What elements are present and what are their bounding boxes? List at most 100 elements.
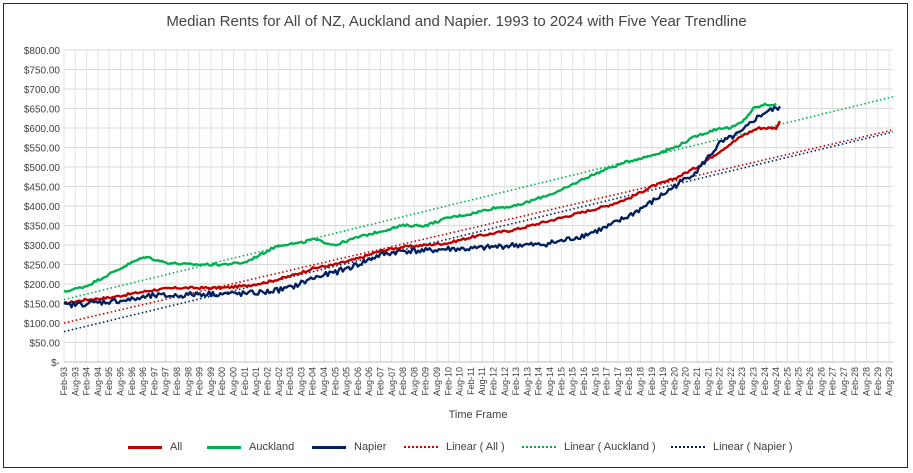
x-tick-label: Feb-04 [308, 367, 318, 396]
x-tick-label: Aug-93 [70, 367, 80, 396]
x-tick-label: Feb-95 [104, 367, 114, 396]
x-tick-label: Feb-10 [443, 367, 453, 396]
x-tick-label: Aug-08 [409, 367, 419, 396]
x-tick-label: Feb-27 [828, 367, 838, 396]
x-tick-label: Aug-99 [206, 367, 216, 396]
x-tick-label: Feb-20 [669, 367, 679, 396]
chart-title: Median Rents for All of NZ, Auckland and… [166, 13, 747, 30]
chart-frame [3, 3, 908, 468]
x-tick-label: Feb-24 [760, 367, 770, 396]
x-tick-label: Feb-21 [692, 367, 702, 396]
y-axis: $800.00 $750.00 $700.00 $650.00 $600.00 $550.… [24, 46, 61, 369]
x-tick-label: Feb-05 [330, 367, 340, 396]
y-tick-label: $500.00 [24, 163, 61, 174]
series-lines [63, 96, 894, 333]
gridlines [63, 49, 893, 363]
legend-item-auckland: Auckland [207, 441, 294, 453]
x-tick-label: Aug-09 [432, 367, 442, 396]
x-tick-label: Feb-07 [375, 367, 385, 396]
x-tick-label: Feb-06 [353, 367, 363, 396]
x-tick-label: Aug-96 [138, 367, 148, 396]
x-tick-label: Aug-17 [613, 367, 623, 396]
legend-swatch [207, 445, 241, 449]
x-tick-label: Feb-23 [737, 367, 747, 396]
x-tick-label: Feb-18 [624, 367, 634, 396]
x-tick-label: Aug-03 [296, 367, 306, 396]
legend-label: Linear ( Napier ) [713, 441, 793, 453]
x-tick-label: Feb-13 [511, 367, 521, 396]
x-tick-label: Feb-17 [602, 367, 612, 396]
y-tick-label: $600.00 [24, 124, 61, 135]
x-tick-label: Aug-10 [455, 367, 465, 396]
x-tick-label: Aug-05 [342, 367, 352, 396]
legend-item-all: All [128, 441, 182, 453]
x-tick-label: Feb-02 [262, 367, 272, 396]
y-tick-label: $450.00 [24, 183, 61, 194]
legend-item-napier: Napier [312, 441, 386, 453]
x-tick-label: Feb-26 [805, 367, 815, 396]
x-tick-label: Feb-01 [240, 367, 250, 396]
x-tick-label: Feb-22 [715, 367, 725, 396]
y-tick-label: $250.00 [24, 261, 61, 272]
y-tick-label: $- [51, 358, 60, 369]
x-tick-label: Aug-02 [274, 367, 284, 396]
y-tick-label: $300.00 [24, 241, 61, 252]
legend-label: Linear ( Auckland ) [564, 441, 656, 453]
x-tick-label: Aug-16 [590, 367, 600, 396]
legend-label: All [170, 441, 183, 453]
x-tick-label: Aug-14 [545, 367, 555, 396]
x-tick-label: Feb-12 [489, 367, 499, 396]
x-tick-label: Aug-29 [884, 367, 894, 396]
y-tick-label: $650.00 [24, 105, 61, 116]
legend-swatch [522, 446, 556, 449]
series-line-linear-all [63, 129, 894, 324]
x-tick-label: Aug-25 [794, 367, 804, 396]
x-tick-label: Aug-98 [183, 367, 193, 396]
y-tick-label: $100.00 [24, 319, 61, 330]
x-tick-label: Aug-07 [387, 367, 397, 396]
x-tick-label: Feb-98 [172, 367, 182, 396]
x-tick-label: Aug-19 [658, 367, 668, 396]
y-tick-label: $400.00 [24, 202, 61, 213]
x-tick-label: Feb-14 [534, 367, 544, 396]
x-tick-label: Aug-21 [703, 367, 713, 396]
y-tick-label: $700.00 [24, 85, 61, 96]
y-tick-label: $550.00 [24, 144, 61, 155]
x-tick-label: Aug-13 [522, 367, 532, 396]
y-tick-label: $800.00 [24, 46, 61, 57]
x-tick-label: Feb-15 [556, 367, 566, 396]
x-tick-label: Aug-97 [161, 367, 171, 396]
legend-swatch [671, 446, 705, 449]
x-tick-label: Aug-01 [251, 367, 261, 396]
x-tick-label: Feb-29 [873, 367, 883, 396]
x-tick-label: Feb-16 [579, 367, 589, 396]
legend-item-linear-auckland: Linear ( Auckland ) [522, 441, 656, 453]
x-tick-label: Feb-99 [195, 367, 205, 396]
x-tick-label: Feb-19 [647, 367, 657, 396]
x-tick-label: Feb-03 [285, 367, 295, 396]
series-line-napier [63, 105, 781, 309]
legend-item-linear-napier: Linear ( Napier ) [671, 441, 792, 453]
x-tick-label: Aug-20 [681, 367, 691, 396]
x-tick-label: Feb-97 [149, 367, 159, 396]
series-line-auckland [63, 102, 777, 293]
x-tick-label: Aug-04 [319, 367, 329, 396]
x-tick-label: Aug-24 [771, 367, 781, 396]
x-tick-label: Feb-08 [398, 367, 408, 396]
series-line-all [63, 120, 781, 306]
legend-label: Napier [354, 441, 387, 453]
y-tick-label: $750.00 [24, 66, 61, 77]
legend: All Auckland Napier Linear ( All ) Linea… [0, 441, 913, 457]
legend-label: Auckland [249, 441, 295, 453]
x-tick-label: Feb-28 [850, 367, 860, 396]
legend-swatch [128, 445, 162, 449]
y-tick-label: $350.00 [24, 222, 61, 233]
x-tick-label: Aug-28 [862, 367, 872, 396]
x-axis: Feb-93 Aug-93 Feb-94 Aug-94 Feb-95 Aug-95 Feb-… [59, 361, 894, 396]
x-tick-label: Aug-12 [500, 367, 510, 396]
x-axis-title: Time Frame [449, 409, 508, 421]
y-tick-label: $50.00 [29, 339, 60, 350]
legend-swatch [312, 445, 346, 449]
x-tick-label: Aug-26 [816, 367, 826, 396]
legend-item-linear-all: Linear ( All ) [404, 441, 505, 453]
